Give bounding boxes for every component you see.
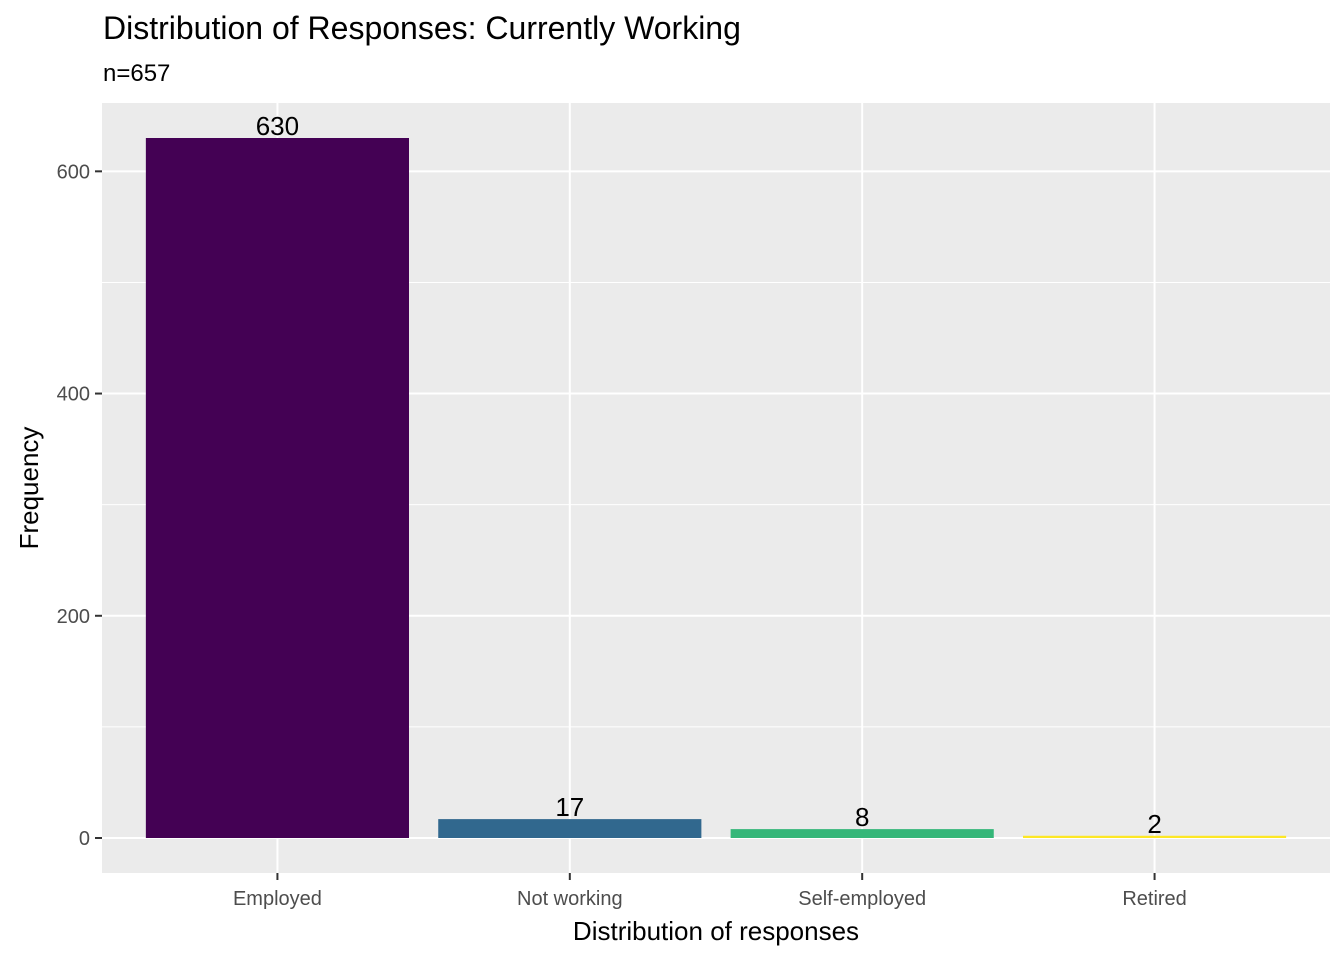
- y-tick-label: 400: [57, 384, 90, 406]
- x-tick-label: Employed: [233, 888, 322, 910]
- y-tick-label: 0: [79, 828, 90, 850]
- bar-data-label: 17: [555, 792, 584, 822]
- bar-data-labels: 630 17 8 2: [256, 111, 1162, 839]
- x-tick-label: Retired: [1122, 888, 1186, 910]
- y-tick-label: 200: [57, 606, 90, 628]
- x-tick-label: Self-employed: [798, 888, 926, 910]
- bar-retired: [1023, 835, 1287, 838]
- y-axis: 0 200 400 600: [57, 161, 102, 850]
- bar-employed: [145, 138, 409, 838]
- bars: [145, 138, 1287, 838]
- bar-data-label: 8: [855, 802, 869, 832]
- x-axis: Employed Not working Self-employed Retired: [233, 873, 1187, 910]
- x-tick-label: Not working: [517, 888, 623, 910]
- y-tick-label: 600: [57, 161, 90, 183]
- bar-data-label: 2: [1147, 809, 1161, 839]
- x-axis-title: Distribution of responses: [573, 916, 859, 946]
- chart-title: Distribution of Responses: Currently Wor…: [103, 10, 741, 46]
- chart-subtitle: n=657: [103, 60, 171, 87]
- bar-self-employed: [730, 829, 994, 838]
- y-axis-title: Frequency: [14, 427, 44, 550]
- bar-not-working: [438, 819, 702, 838]
- bar-data-label: 630: [256, 111, 299, 141]
